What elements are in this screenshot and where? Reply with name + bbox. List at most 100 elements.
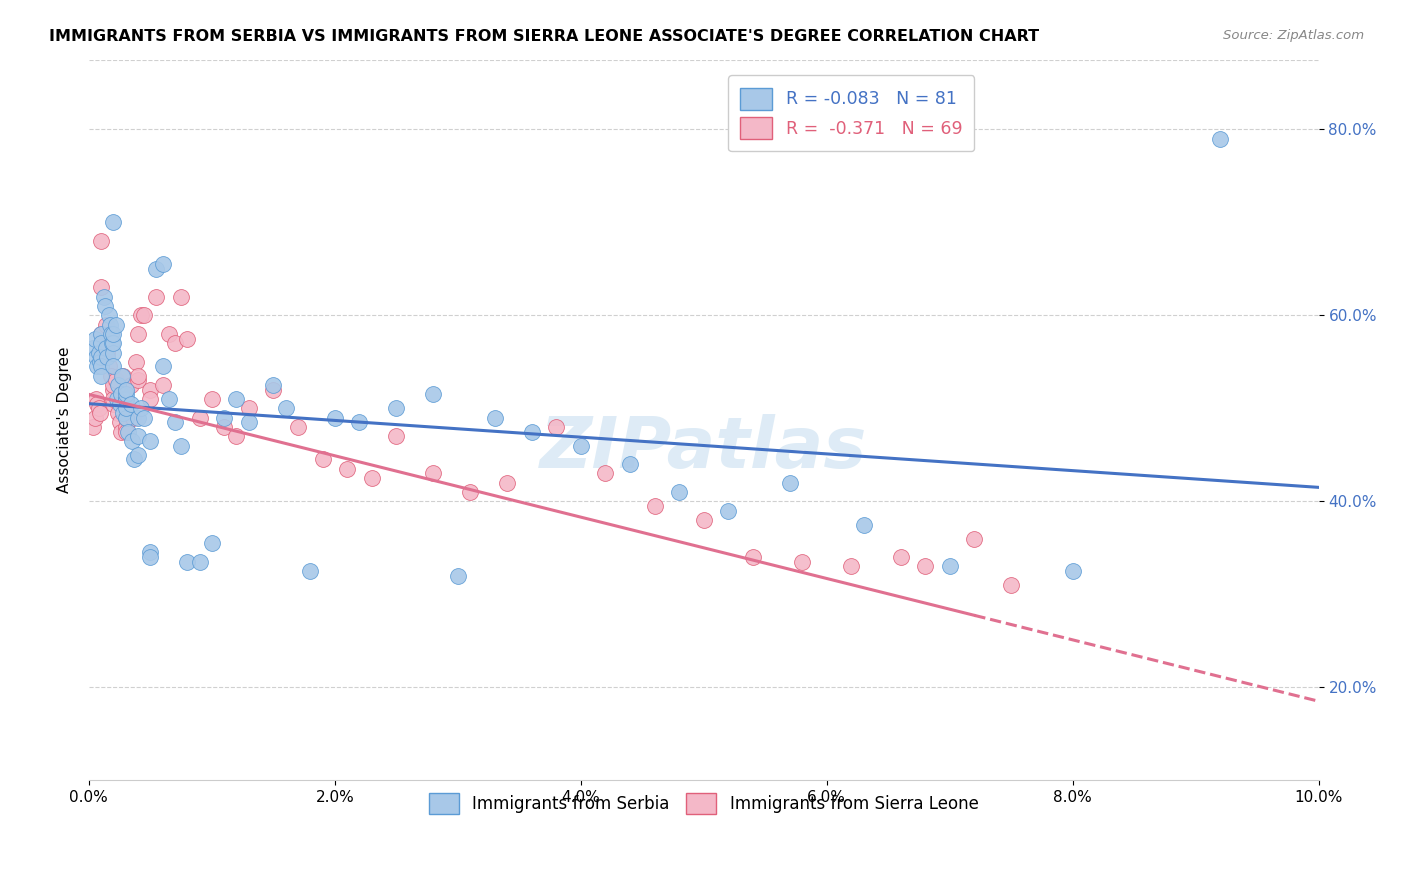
Point — [105, 392, 128, 406]
Point — [914, 559, 936, 574]
Point — [127, 326, 149, 341]
Point — [114, 425, 136, 439]
Point — [90, 368, 112, 383]
Point — [212, 410, 235, 425]
Point — [129, 401, 152, 416]
Point — [112, 406, 135, 420]
Point — [86, 359, 108, 374]
Point — [103, 336, 125, 351]
Point — [127, 368, 149, 383]
Point — [84, 350, 107, 364]
Point — [422, 467, 444, 481]
Point — [114, 387, 136, 401]
Point — [157, 392, 180, 406]
Point — [458, 485, 481, 500]
Point — [120, 378, 142, 392]
Point — [299, 564, 322, 578]
Point — [94, 341, 117, 355]
Point — [496, 475, 519, 490]
Legend: Immigrants from Serbia, Immigrants from Sierra Leone: Immigrants from Serbia, Immigrants from … — [418, 781, 990, 826]
Point — [90, 336, 112, 351]
Point — [111, 368, 134, 383]
Point — [422, 387, 444, 401]
Point — [139, 550, 162, 565]
Point — [100, 368, 122, 383]
Point — [97, 359, 120, 374]
Point — [890, 550, 912, 565]
Point — [717, 503, 740, 517]
Point — [484, 410, 506, 425]
Point — [90, 350, 112, 364]
Point — [101, 336, 124, 351]
Point — [103, 397, 125, 411]
Point — [385, 429, 408, 443]
Point — [114, 410, 136, 425]
Text: ZIPatlas: ZIPatlas — [540, 414, 868, 483]
Point — [108, 415, 131, 429]
Point — [114, 383, 136, 397]
Point — [114, 401, 136, 416]
Point — [104, 318, 127, 332]
Point — [139, 434, 162, 448]
Point — [114, 392, 136, 406]
Point — [134, 309, 156, 323]
Point — [90, 326, 112, 341]
Point — [447, 568, 470, 582]
Point — [311, 452, 333, 467]
Point — [110, 425, 132, 439]
Point — [103, 392, 125, 406]
Point — [94, 318, 117, 332]
Point — [792, 555, 814, 569]
Point — [323, 410, 346, 425]
Point — [103, 326, 125, 341]
Point — [90, 234, 112, 248]
Point — [668, 485, 690, 500]
Point — [117, 425, 139, 439]
Point — [188, 555, 211, 569]
Point — [90, 359, 112, 374]
Point — [163, 336, 186, 351]
Point — [139, 392, 162, 406]
Point — [262, 378, 284, 392]
Point — [225, 392, 247, 406]
Point — [103, 378, 125, 392]
Point — [170, 438, 193, 452]
Point — [90, 280, 112, 294]
Point — [97, 309, 120, 323]
Point — [742, 550, 765, 565]
Point — [939, 559, 962, 574]
Point — [94, 299, 117, 313]
Point — [170, 290, 193, 304]
Point — [644, 499, 666, 513]
Point — [201, 536, 224, 550]
Point — [127, 373, 149, 387]
Point — [93, 290, 115, 304]
Point — [152, 378, 174, 392]
Point — [124, 355, 146, 369]
Point — [127, 448, 149, 462]
Text: Source: ZipAtlas.com: Source: ZipAtlas.com — [1223, 29, 1364, 42]
Point — [569, 438, 592, 452]
Y-axis label: Associate's Degree: Associate's Degree — [58, 347, 72, 493]
Point — [114, 410, 136, 425]
Point — [87, 401, 110, 416]
Point — [107, 378, 129, 392]
Point — [103, 359, 125, 374]
Point — [520, 425, 543, 439]
Point — [89, 406, 111, 420]
Point — [87, 345, 110, 359]
Point — [90, 326, 112, 341]
Point — [82, 420, 104, 434]
Point — [127, 410, 149, 425]
Point — [103, 383, 125, 397]
Point — [112, 368, 135, 383]
Point — [120, 397, 142, 411]
Point — [287, 420, 309, 434]
Point — [96, 350, 118, 364]
Point — [117, 401, 139, 416]
Point — [108, 397, 131, 411]
Point — [852, 517, 875, 532]
Point — [336, 462, 359, 476]
Text: IMMIGRANTS FROM SERBIA VS IMMIGRANTS FROM SIERRA LEONE ASSOCIATE'S DEGREE CORREL: IMMIGRANTS FROM SERBIA VS IMMIGRANTS FRO… — [49, 29, 1039, 44]
Point — [188, 410, 211, 425]
